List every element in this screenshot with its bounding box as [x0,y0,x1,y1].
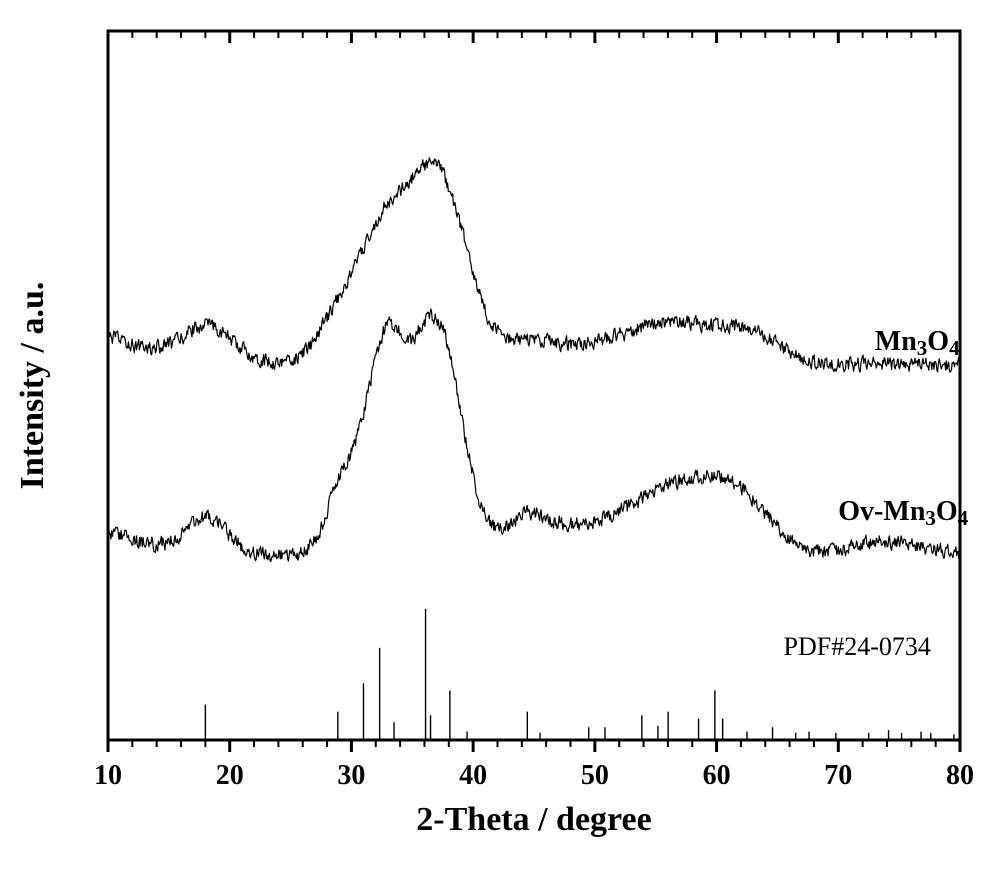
x-tick-label: 40 [459,760,487,791]
figure-container: 10 20 30 40 50 60 70 80 2-Theta / degree Intensit… [0,0,1000,871]
x-tick-label: 70 [824,760,852,791]
pdf-reference-label: PDF#24-0734 [784,632,931,661]
series-label-Ov-Mn3O4: Ov-Mn3O4 [838,496,968,530]
x-tick-label: 60 [703,760,731,791]
x-tick-label: 30 [337,760,365,791]
x-axis-label: 2-Theta / degree [416,801,651,838]
x-tick-label: 50 [581,760,609,791]
x-tick-label: 10 [94,760,122,791]
x-tick-label: 20 [216,760,244,791]
x-tick-label: 80 [946,760,974,791]
xrd-figure-svg: 10 20 30 40 50 60 70 80 2-Theta / degree Intensit… [0,0,1000,871]
y-axis-label: Intensity / a.u. [14,282,51,490]
